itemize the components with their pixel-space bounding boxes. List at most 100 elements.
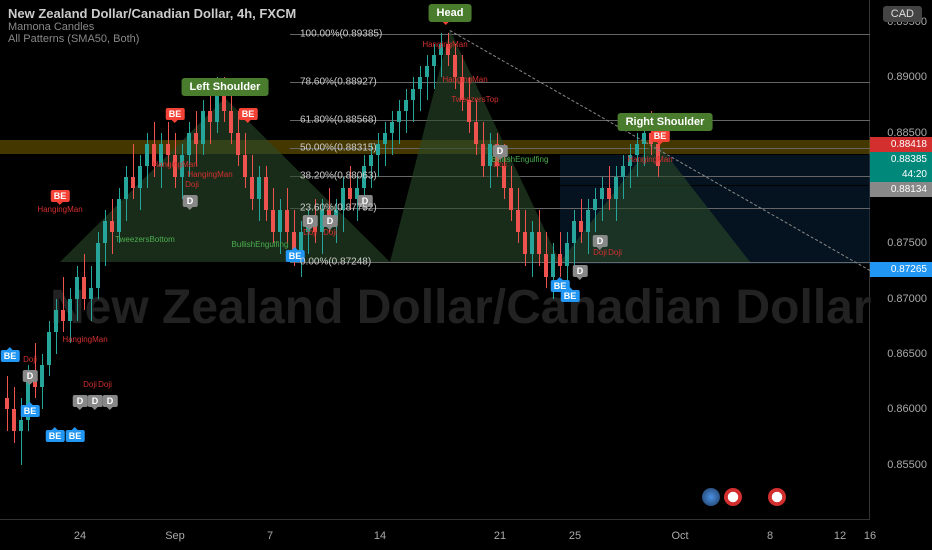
marker-be: BE [66, 430, 85, 442]
hs-label: Left Shoulder [182, 78, 269, 96]
x-tick: Sep [165, 530, 185, 542]
candle [12, 387, 16, 442]
fib-label: 23.60%(0.87752) [300, 203, 377, 214]
candle [572, 210, 576, 265]
marker-be-bearish: BE [239, 108, 258, 120]
pattern-label: HangingMan [62, 335, 107, 344]
candle [593, 188, 597, 232]
candle [383, 122, 387, 166]
x-axis[interactable]: 24Sep7142125Oct81216 [0, 519, 870, 550]
candle [397, 100, 401, 144]
pattern-label: Doji [98, 380, 112, 389]
candle [446, 33, 450, 66]
pattern-label: Doji [23, 355, 37, 364]
fib-label: 0.00%(0.87248) [300, 257, 371, 268]
marker-doji: D [493, 145, 508, 157]
y-tick: 0.85500 [887, 459, 927, 471]
pattern-label: Doji [83, 380, 97, 389]
candle [264, 166, 268, 221]
hs-label: Right Shoulder [618, 113, 713, 131]
candle [103, 210, 107, 265]
marker-be: BE [1, 350, 20, 362]
y-tick: 0.86500 [887, 348, 927, 360]
flag-icon[interactable] [702, 488, 720, 506]
marker-doji: D [23, 370, 38, 382]
candle [40, 354, 44, 409]
candle [82, 254, 86, 309]
chart-area[interactable]: New Zealand Dollar/Canadian Dollar 100.0… [0, 0, 870, 520]
candle [607, 166, 611, 210]
candle [124, 166, 128, 221]
candle [411, 77, 415, 121]
pattern-label: Doji [608, 248, 622, 257]
x-tick: 24 [74, 530, 86, 542]
pattern-label: TweezersTop [451, 95, 498, 104]
candle [54, 299, 58, 354]
y-tick: 0.89000 [887, 71, 927, 83]
y-axis[interactable]: 0.895000.890000.885000.880000.875000.870… [869, 0, 932, 520]
hs-label: Head [429, 4, 472, 22]
fib-label: 38.20%(0.88063) [300, 171, 377, 182]
price-tag: 0.88418 [870, 137, 932, 152]
pattern-label: TweezersBottom [115, 235, 175, 244]
candle [474, 100, 478, 155]
candle [271, 188, 275, 243]
currency-badge[interactable]: CAD [883, 6, 922, 22]
candle [257, 166, 261, 221]
candle [418, 66, 422, 110]
x-tick: Oct [671, 530, 688, 542]
fib-label: 50.00%(0.88315) [300, 143, 377, 154]
price-tag: 0.88385 [870, 152, 932, 167]
x-tick: 14 [374, 530, 386, 542]
y-tick: 0.87500 [887, 237, 927, 249]
flag-icon[interactable] [724, 488, 742, 506]
marker-be: BE [561, 290, 580, 302]
pattern-label: HangingMan [422, 40, 467, 49]
candle [201, 100, 205, 155]
marker-be: BE [21, 405, 40, 417]
candle [194, 111, 198, 166]
x-tick: 16 [864, 530, 876, 542]
candle [131, 144, 135, 199]
candle [432, 44, 436, 88]
fib-label: 78.60%(0.88927) [300, 77, 377, 88]
pattern-label: BullishEngulfing [232, 240, 289, 249]
candle [208, 89, 212, 144]
x-tick: 7 [267, 530, 273, 542]
flag-icon[interactable] [768, 488, 786, 506]
pattern-label: HangingMan [627, 155, 672, 164]
chart-title: New Zealand Dollar/Canadian Dollar, 4h, … [8, 6, 296, 21]
candle [523, 210, 527, 265]
candle [47, 321, 51, 376]
x-tick: 12 [834, 530, 846, 542]
candle [138, 155, 142, 210]
marker-be-bearish: BE [51, 190, 70, 202]
pattern-label: HangingMan [442, 75, 487, 84]
fib-label: 100.00%(0.89385) [300, 29, 382, 40]
pattern-label: HangingMan [187, 170, 232, 179]
marker-doji: D [88, 395, 103, 407]
marker-doji: D [103, 395, 118, 407]
marker-doji: D [573, 265, 588, 277]
candle [229, 89, 233, 144]
pattern-label: Doji [185, 180, 199, 189]
marker-doji: D [73, 395, 88, 407]
marker-doji: D [593, 235, 608, 247]
candle [481, 122, 485, 177]
candle [530, 221, 534, 276]
marker-doji: D [183, 195, 198, 207]
candle [250, 155, 254, 210]
marker-be-bearish: BE [166, 108, 185, 120]
candle [509, 166, 513, 221]
candle [96, 232, 100, 298]
candle [5, 376, 9, 431]
candle [614, 166, 618, 221]
candle [425, 55, 429, 99]
candle [544, 232, 548, 287]
title-block: New Zealand Dollar/Canadian Dollar, 4h, … [8, 6, 296, 45]
y-tick: 0.87000 [887, 293, 927, 305]
x-tick: 8 [767, 530, 773, 542]
candle [89, 266, 93, 321]
candle [110, 199, 114, 254]
candle [145, 133, 149, 188]
